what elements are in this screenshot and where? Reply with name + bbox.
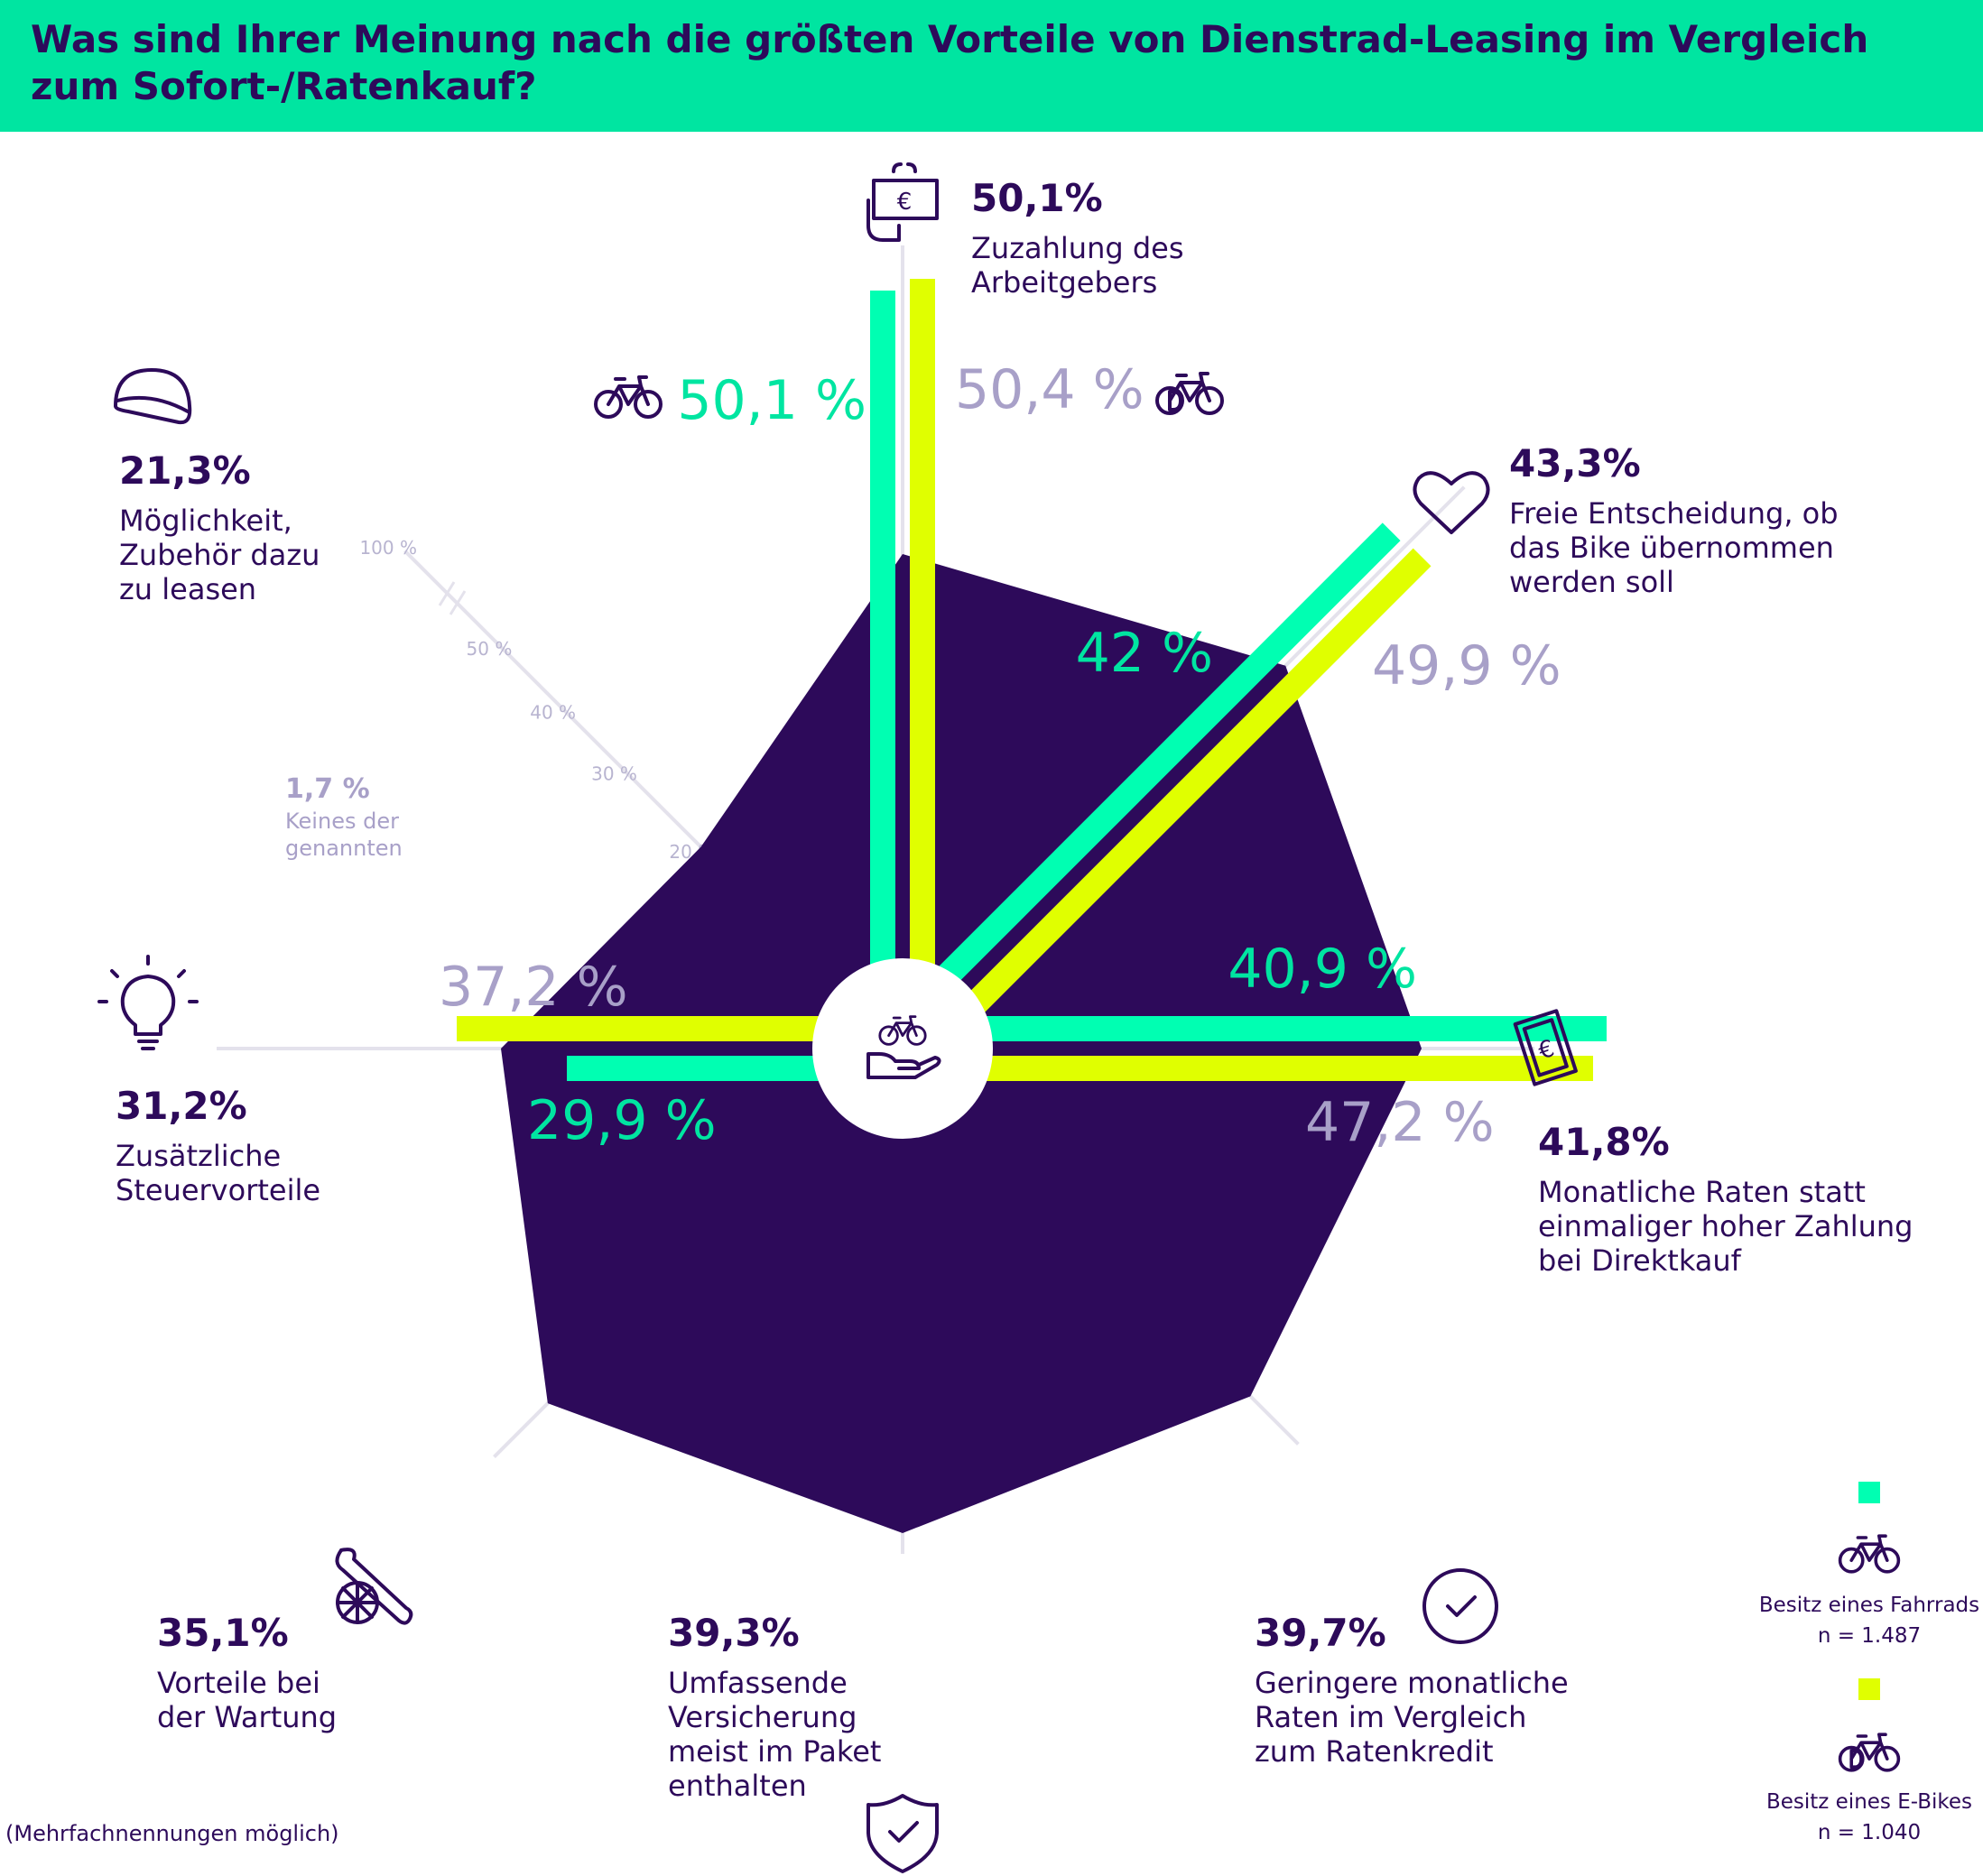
category-text-line: Geringere monatliche — [1255, 1666, 1569, 1700]
series-value-labels: 50,1 % 42 % 40,9 % 29,9 % 50,4 % 49,9 % 47,2 %… — [439, 358, 1561, 1154]
footnote: (Mehrfachnennungen möglich) — [5, 1821, 339, 1846]
shield-check-icon — [866, 1794, 939, 1873]
other-text-line: Keines der — [285, 809, 399, 834]
helmet-icon — [114, 368, 192, 425]
top-series-icons — [594, 372, 1224, 419]
money-hand-icon: € — [866, 162, 939, 242]
tick-label: 50 % — [467, 638, 513, 660]
legend-swatch-ebike — [1858, 1678, 1880, 1700]
category-text-line: Steuervorteile — [116, 1173, 320, 1207]
tick-label: 40 % — [530, 702, 576, 724]
other-text-line: genannten — [285, 836, 403, 861]
series-value-1-axis-2: 47,2 % — [1305, 1091, 1495, 1154]
legend: Besitz eines Fahrrads n = 1.487 Besitz e… — [1759, 1482, 1979, 1844]
category-text-line: einmaliger hoher Zahlung — [1538, 1209, 1913, 1243]
category-text-line: das Bike übernommen — [1509, 531, 1834, 565]
series-value-1-axis-0: 50,4 % — [955, 358, 1144, 421]
category-total: 21,3% — [119, 448, 251, 493]
category-total: 50,1% — [971, 176, 1103, 220]
tick-label: 100 % — [359, 537, 417, 559]
category-text-line: meist im Paket — [668, 1734, 881, 1769]
category-total: 39,7% — [1255, 1611, 1386, 1655]
legend-sample-bicycle: n = 1.487 — [1818, 1624, 1921, 1648]
category-text-line: Vorteile bei — [157, 1666, 320, 1700]
bike-hand-icon — [866, 1015, 941, 1079]
category-text-line: bei Direktkauf — [1538, 1243, 1742, 1278]
category-text-line: Monatliche Raten statt — [1538, 1175, 1866, 1209]
series-value-1-axis-1: 49,9 % — [1372, 634, 1561, 698]
axis-break-mark — [438, 581, 467, 615]
category-text-line: Möglichkeit, — [119, 504, 292, 538]
category-text-line: Zubehör dazu — [119, 538, 320, 572]
category-text-line: Freie Entscheidung, ob — [1509, 496, 1839, 531]
header-bar — [0, 0, 1983, 132]
legend-label-ebike: Besitz eines E-Bikes — [1766, 1790, 1972, 1814]
svg-text:€: € — [897, 189, 913, 216]
legend-swatch-bicycle — [1858, 1482, 1880, 1503]
series-value-0-axis-2: 40,9 % — [1228, 938, 1417, 1001]
category-text-line: Zusätzliche — [116, 1139, 281, 1173]
category-text-line: Arbeitgebers — [971, 265, 1157, 300]
series-value-0-axis-1: 42 % — [1076, 622, 1213, 685]
category-total: 43,3% — [1509, 441, 1641, 485]
category-text-line: Umfassende — [668, 1666, 848, 1700]
series-bar-0-axis-1 — [879, 522, 1401, 1044]
category-total: 41,8% — [1538, 1120, 1670, 1164]
category-text-line: zum Ratenkredit — [1255, 1734, 1494, 1769]
heart-icon — [1413, 471, 1490, 534]
bicycle-icon — [594, 375, 663, 419]
category-text-line: Zuzahlung des — [971, 231, 1184, 265]
series-value-0-axis-0: 50,1 % — [677, 369, 866, 432]
category-text-line: werden soll — [1509, 565, 1674, 599]
lightbulb-icon — [97, 955, 199, 1050]
series-value-0-axis-6: 29,9 % — [527, 1089, 717, 1152]
bicycle-icon — [1838, 1534, 1901, 1574]
ebike-icon — [1155, 372, 1224, 415]
category-text-line: zu leasen — [119, 572, 256, 606]
check-circle-icon — [1422, 1568, 1498, 1644]
category-text-line: Versicherung — [668, 1700, 857, 1734]
category-text-line: der Wartung — [157, 1700, 337, 1734]
series-value-1-axis-6: 37,2 % — [439, 956, 628, 1019]
series-bars — [457, 279, 1607, 1081]
category-text-line: Raten im Vergleich — [1255, 1700, 1526, 1734]
other-value: 1,7 % — [285, 773, 370, 805]
legend-sample-ebike: n = 1.040 — [1818, 1821, 1921, 1844]
category-total: 39,3% — [668, 1611, 800, 1655]
series-bar-1-axis-1 — [907, 548, 1432, 1072]
ebike-icon — [1838, 1733, 1901, 1772]
legend-label-bicycle: Besitz eines Fahrrads — [1759, 1594, 1979, 1617]
category-icons: € € — [97, 162, 1578, 1873]
category-text-line: enthalten — [668, 1769, 807, 1803]
wrench-wheel-icon — [335, 1548, 413, 1625]
category-total: 35,1% — [157, 1611, 289, 1655]
center-badge — [812, 958, 993, 1139]
category-total: 31,2% — [116, 1084, 247, 1128]
chart-title: Was sind Ihrer Meinung nach die größten … — [31, 17, 1869, 108]
tick-label: 30 % — [591, 763, 637, 785]
